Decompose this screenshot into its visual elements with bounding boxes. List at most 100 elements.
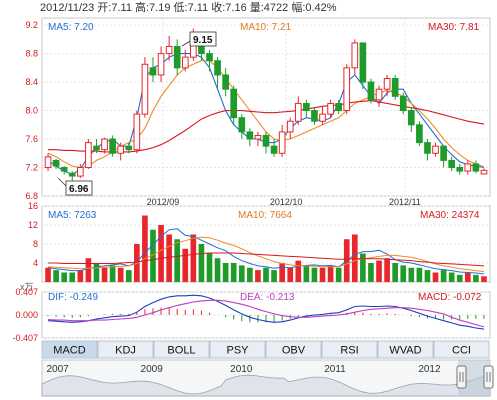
candle-body	[101, 138, 108, 151]
tab-macd[interactable]: MACD	[41, 340, 98, 359]
timeline-year-label: 2010	[230, 364, 253, 375]
candle-body	[472, 163, 480, 172]
price-tick-label: 7.2	[25, 163, 38, 173]
volume-bar	[109, 265, 116, 282]
volume-bar	[53, 270, 59, 282]
volume-bar	[295, 260, 302, 282]
macd-tick-label: 0.000	[15, 310, 38, 320]
timeline-overview-line	[41, 374, 491, 397]
high-marker: 9.15	[181, 31, 217, 47]
candle-body	[173, 45, 181, 69]
volume-bar	[279, 263, 285, 282]
candle-body	[254, 134, 262, 140]
price-tick-label: 8.0	[25, 106, 38, 116]
volume-bar	[424, 270, 431, 282]
volume-tick-label: 4	[33, 258, 38, 268]
timeline-year-label: 2007	[46, 364, 69, 375]
tab-cci[interactable]: CCI	[433, 340, 490, 359]
volume-bar	[456, 274, 463, 282]
candle-body	[424, 142, 431, 154]
tab-rsi[interactable]: RSI	[321, 340, 378, 359]
volume-unit: x万	[20, 282, 34, 292]
candle-body	[343, 67, 351, 112]
tab-wvad[interactable]: WVAD	[377, 340, 434, 359]
candle-body	[359, 42, 367, 83]
timeline-years: 2007 2009 2010 2011 2012	[46, 364, 441, 375]
price-tick-label: 8.4	[25, 77, 38, 87]
volume-bar	[481, 276, 487, 282]
date-tick-label: 2012/10	[270, 197, 303, 207]
volume-bar	[368, 263, 374, 282]
candle-body	[93, 145, 100, 151]
candle-body	[294, 102, 302, 122]
volume-bar	[440, 270, 447, 282]
volume-bar	[303, 265, 310, 282]
volume-bar	[238, 265, 245, 282]
candle-body	[270, 145, 278, 154]
volume-bar	[182, 248, 189, 282]
volume-bar	[335, 267, 342, 282]
macd-line-dif	[47, 294, 485, 330]
volume-tick-label: 12	[28, 220, 38, 230]
candle-body	[391, 78, 399, 97]
tab-background	[97, 340, 154, 359]
tab-label: MACD	[53, 345, 85, 357]
date-tick-label: 2012/09	[147, 197, 180, 207]
volume-bar	[198, 244, 205, 282]
header-text: 2012/11/23 开:7.11 高:7.19 低:7.11 收:7.16 量…	[40, 0, 337, 14]
candle-body	[407, 110, 415, 126]
tab-psy[interactable]: PSY	[209, 340, 266, 359]
tab-boll[interactable]: BOLL	[153, 340, 210, 359]
candle-body	[230, 88, 238, 119]
tab-label: WVAD	[389, 345, 421, 357]
volume-bar	[416, 267, 423, 282]
price-tick-label: 7.6	[25, 134, 38, 144]
tab-background	[433, 340, 490, 359]
candle-body	[141, 63, 149, 115]
volume-bar	[360, 253, 366, 282]
candle-body	[456, 167, 464, 172]
volume-bar	[464, 272, 471, 282]
volume-bar	[190, 234, 197, 282]
timeline-left-handle[interactable]	[456, 365, 467, 389]
tab-label: BOLL	[167, 345, 195, 357]
volume-bar	[206, 253, 213, 282]
macd-tick-label: 0.407	[15, 287, 38, 297]
volume-bar	[142, 215, 148, 282]
volume-bar	[448, 272, 455, 282]
candle-body	[60, 167, 68, 172]
price-moving-averages	[47, 53, 485, 176]
volume-tick-label: 16	[28, 201, 38, 211]
tab-obv[interactable]: OBV	[265, 340, 322, 359]
candle-body	[399, 95, 407, 112]
candle-body	[286, 120, 294, 133]
candle-body	[44, 156, 52, 169]
volume-line-ma10	[47, 236, 485, 273]
volume-bar	[166, 234, 172, 282]
volume-tick-label: 8	[33, 239, 38, 249]
candle-body	[206, 53, 213, 62]
timeline-right-handle[interactable]	[483, 365, 494, 389]
macd-tick-label: -0.407	[12, 333, 38, 343]
tab-label: CCI	[452, 345, 471, 357]
price-tick-label: 9.2	[25, 20, 38, 30]
tab-kdj[interactable]: KDJ	[97, 340, 154, 359]
candle-body	[440, 145, 447, 161]
volume-bar	[408, 267, 415, 282]
volume-bar	[77, 270, 84, 282]
date-tick-label: 2012/11	[389, 197, 421, 207]
volume-bar	[376, 260, 382, 282]
volume-bar	[319, 267, 326, 282]
macd-line-dea	[47, 299, 485, 328]
candle-body	[238, 117, 246, 133]
tab-label: PSY	[226, 345, 249, 357]
header-quote-line: 2012/11/23 开:7.11 高:7.19 低:7.11 收:7.16 量…	[40, 0, 337, 14]
volume-bar	[101, 267, 108, 282]
volume-line-ma5	[47, 228, 485, 275]
volume-bar	[392, 263, 398, 282]
tab-background	[321, 340, 378, 359]
candle-body	[383, 78, 391, 90]
low-marker: 6.96	[57, 177, 93, 196]
candle-body	[375, 88, 383, 101]
